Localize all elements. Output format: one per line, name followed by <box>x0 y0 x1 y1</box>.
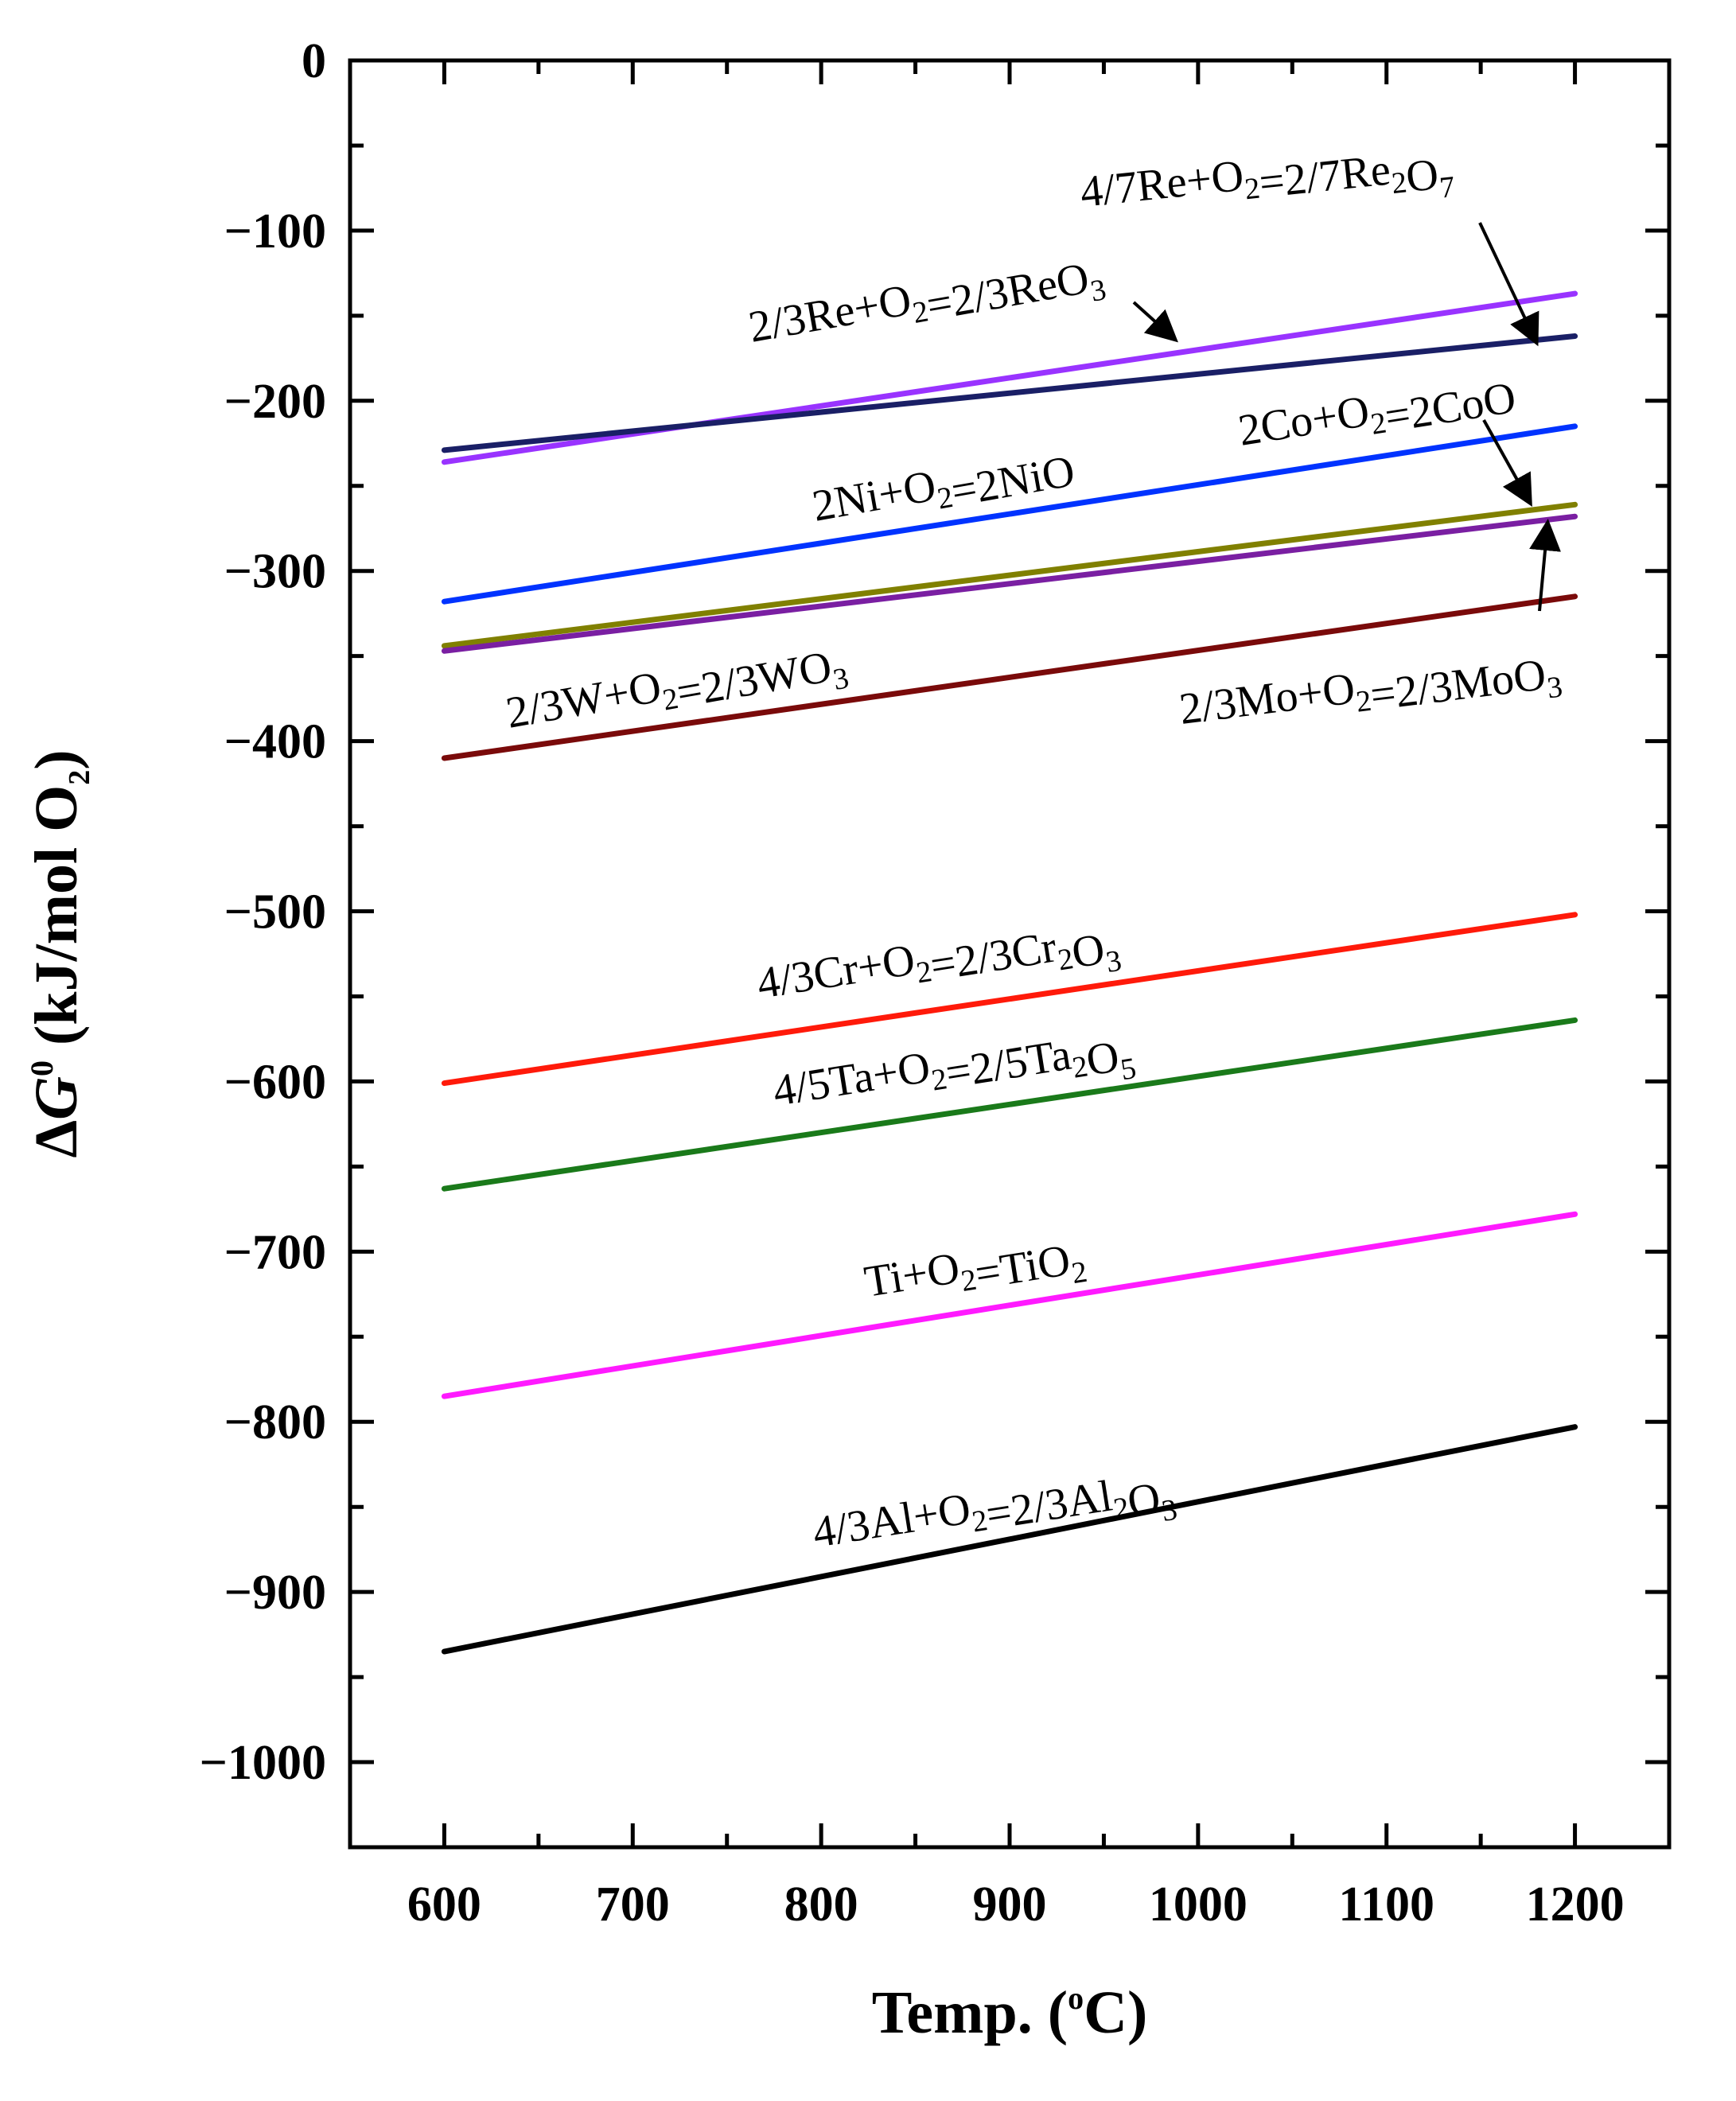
x-tick-label: 600 <box>407 1877 481 1932</box>
x-axis: 600 700 800 900 1000 1100 1200 <box>348 60 1672 1932</box>
label-arrow <box>1529 519 1561 612</box>
x-tick-label: 900 <box>973 1877 1047 1932</box>
y-tick-label: −300 <box>224 545 326 599</box>
label-arrow <box>1132 301 1178 343</box>
y-tick-label: −900 <box>224 1566 326 1620</box>
x-tick-label: 1000 <box>1149 1877 1248 1932</box>
label-arrow <box>1482 419 1532 507</box>
y-tick-label: −600 <box>224 1055 326 1109</box>
x-tick-label: 700 <box>596 1877 670 1932</box>
y-tick-label: −800 <box>224 1395 326 1449</box>
y-axis: 0 −100 −200 −300 −400 −500 −600 −700 −800 −900 −10… <box>200 34 1669 1850</box>
y-tick-label: 0 <box>302 34 326 88</box>
series-labels: 2/3Re+O2=2/3ReO34/7Re+O2=2/7Re2O72Ni+O2=… <box>502 129 1564 1582</box>
label-arrows <box>1132 222 1561 612</box>
series-line <box>441 593 1578 761</box>
series-line <box>441 912 1578 1087</box>
x-tick-label: 800 <box>784 1877 858 1932</box>
label-arrow <box>1478 222 1539 347</box>
y-tick-label: −200 <box>224 375 326 429</box>
series-label: 4/7Re+O2=2/7Re2O7 <box>1078 129 1457 242</box>
series-label: 2/3Mo+O2=2/3MoO3 <box>1177 639 1564 750</box>
series-line <box>441 513 1578 654</box>
series-line <box>441 1017 1578 1192</box>
series-lines <box>441 290 1578 1655</box>
series-line <box>441 423 1578 605</box>
series-label: 4/3Cr+O2=2/3Cr2O3 <box>753 903 1123 1033</box>
series-label: Ti+O2=TiO2 <box>861 1224 1089 1322</box>
y-axis-title: ΔG0 (kJ/mol O2) <box>23 749 96 1157</box>
series-label: 4/3Al+O2=2/3Al2O3 <box>809 1452 1179 1582</box>
series-line <box>441 1211 1578 1399</box>
y-tick-label: −700 <box>224 1225 326 1279</box>
y-tick-label: −1000 <box>200 1736 326 1790</box>
series-line <box>441 1424 1578 1655</box>
series-line <box>441 333 1578 453</box>
series-label: 2Co+O2=2CoO <box>1235 364 1519 465</box>
series-label: 2/3Re+O2=2/3ReO3 <box>745 242 1108 368</box>
series-label: 2/3W+O2=2/3WO3 <box>502 630 851 754</box>
y-tick-label: −100 <box>224 204 326 259</box>
x-tick-label: 1100 <box>1338 1877 1434 1932</box>
x-tick-label: 1200 <box>1526 1877 1625 1932</box>
series-line <box>441 290 1578 465</box>
y-tick-label: −500 <box>224 885 326 940</box>
series-line <box>441 501 1578 649</box>
series-label: 4/5Ta+O2=2/5Ta2O5 <box>769 1011 1139 1142</box>
y-tick-label: −400 <box>224 715 326 769</box>
x-axis-title: Temp. (oC) <box>872 1979 1148 2046</box>
